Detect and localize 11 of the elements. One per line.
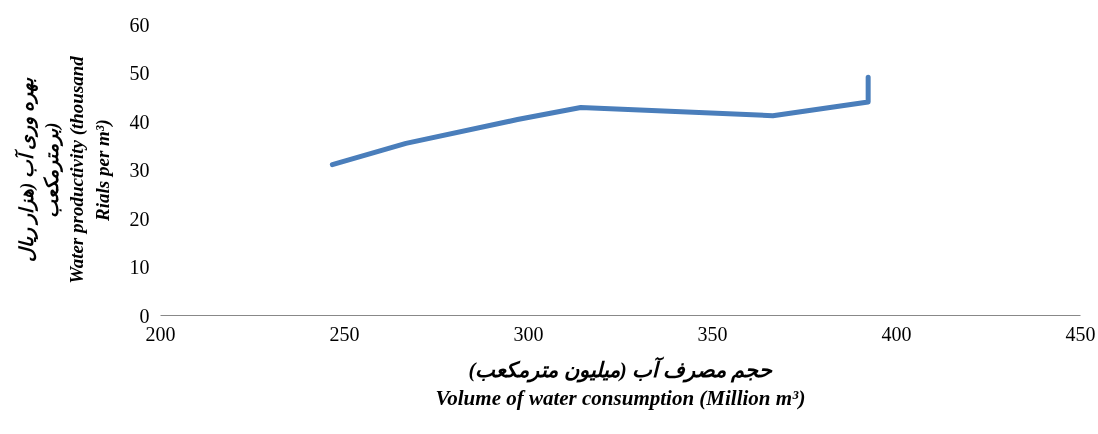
x-tick-label: 450 bbox=[1065, 322, 1096, 345]
x-tick-label: 350 bbox=[697, 322, 728, 345]
y-tick-label: 20 bbox=[129, 207, 150, 230]
y-tick-label: 50 bbox=[129, 62, 150, 84]
x-tick-label: 300 bbox=[513, 322, 544, 345]
y-tick-label: 30 bbox=[129, 159, 150, 181]
x-tick-label: 400 bbox=[881, 322, 912, 345]
x-tick-label: 250 bbox=[329, 322, 360, 345]
y-tick-label: 10 bbox=[129, 256, 150, 278]
y-tick-label: 40 bbox=[129, 110, 150, 133]
y-tick-label: 60 bbox=[129, 13, 150, 36]
